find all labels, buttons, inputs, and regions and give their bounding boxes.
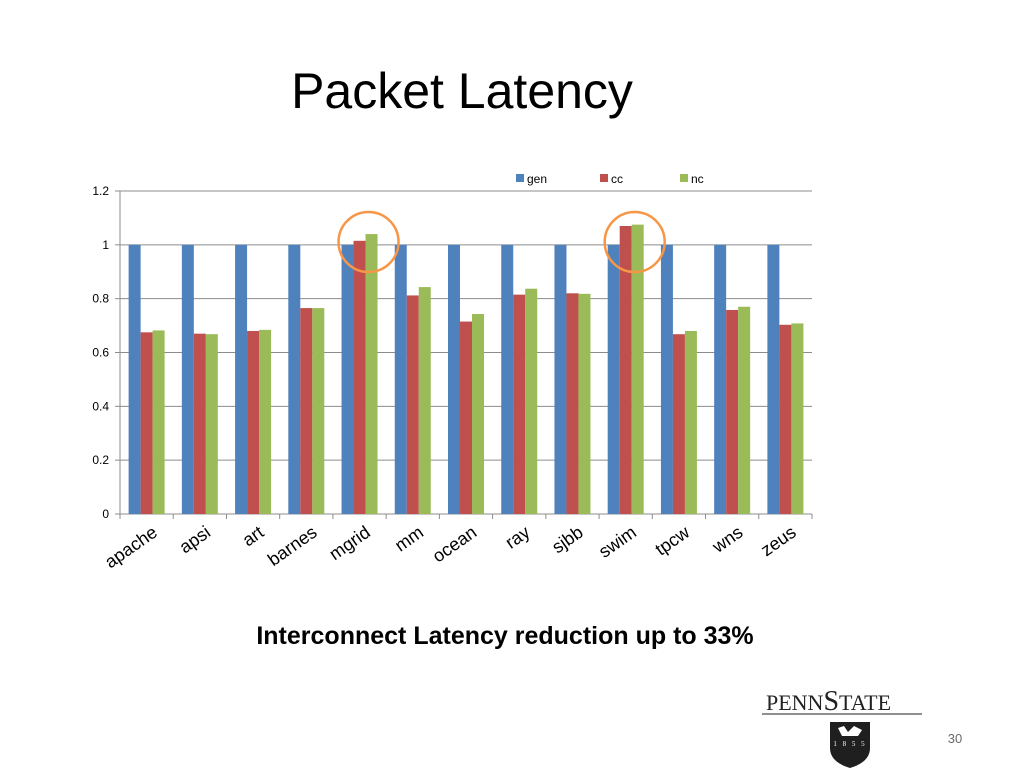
bar-nc-zeus (791, 323, 804, 514)
bar-gen-wns (714, 244, 727, 515)
bar-cc-ray (513, 294, 526, 514)
bar-cc-sjbb (566, 293, 579, 514)
y-tick-label: 1 (102, 238, 109, 252)
y-tick-label: 0.2 (92, 453, 109, 467)
bar-gen-zeus (767, 244, 780, 515)
x-tick-label-mgrid: mgrid (325, 522, 373, 564)
bar-cc-zeus (779, 324, 792, 514)
y-tick-label: 0.4 (92, 399, 109, 413)
legend-swatch-cc (600, 174, 608, 182)
bar-cc-barnes (300, 308, 313, 514)
bar-cc-swim (619, 225, 632, 514)
bar-nc-barnes (312, 308, 325, 514)
bar-gen-tpcw (660, 244, 673, 515)
legend-label-gen: gen (527, 172, 547, 186)
y-tick-label: 0.8 (92, 292, 109, 306)
legend-label-nc: nc (691, 172, 704, 186)
bar-gen-sjbb (554, 244, 567, 515)
bar-nc-swim (631, 224, 644, 515)
x-tick-label-ocean: ocean (429, 522, 481, 567)
bar-cc-art (247, 330, 260, 514)
shield-icon (830, 722, 870, 768)
bar-nc-apache (152, 330, 165, 514)
x-tick-label-art: art (239, 522, 268, 550)
bar-nc-art (259, 329, 272, 514)
x-tick-label-tpcw: tpcw (651, 521, 694, 559)
bar-nc-ray (525, 288, 538, 514)
bar-cc-wns (726, 309, 739, 514)
x-tick-label-zeus: zeus (757, 522, 800, 560)
pennstate-logo: PENNSTATE 1 8 5 5 (762, 686, 924, 768)
x-tick-label-wns: wns (708, 522, 747, 557)
x-tick-label-mm: mm (391, 522, 427, 556)
x-tick-label-barnes: barnes (264, 522, 321, 570)
highlight-circle-swim (603, 210, 666, 274)
bar-nc-mm (418, 287, 431, 514)
y-tick-label: 0.6 (92, 346, 109, 360)
bar-gen-apache (128, 244, 141, 515)
bar-cc-mm (406, 295, 419, 514)
svg-text:1 8 5 5: 1 8 5 5 (833, 740, 866, 748)
bar-gen-ocean (448, 244, 460, 515)
bar-cc-tpcw (672, 334, 685, 514)
slide-title: Packet Latency (291, 63, 633, 119)
bar-gen-ray (501, 244, 514, 515)
x-tick-label-sjbb: sjbb (548, 522, 587, 557)
page-number: 30 (947, 731, 963, 746)
bar-gen-swim (607, 244, 620, 515)
y-tick-label: 1.2 (92, 184, 109, 198)
x-tick-label-ray: ray (502, 522, 534, 553)
bar-gen-mm (394, 244, 407, 515)
bar-nc-mgrid (365, 234, 378, 515)
x-tick-label-apache: apache (101, 522, 161, 572)
svg-text:PENNSTATE: PENNSTATE (766, 688, 891, 717)
bar-nc-tpcw (684, 330, 697, 514)
bar-nc-apsi (205, 334, 218, 514)
legend-swatch-gen (516, 174, 524, 182)
bar-nc-sjbb (578, 293, 591, 514)
bar-gen-mgrid (341, 244, 354, 515)
bar-gen-apsi (181, 244, 194, 515)
bar-cc-mgrid (353, 240, 366, 514)
bar-nc-wns (738, 306, 751, 514)
bar-gen-barnes (288, 244, 301, 515)
legend-label-cc: cc (611, 172, 623, 186)
x-tick-label-swim: swim (595, 522, 640, 562)
bar-nc-ocean (472, 314, 484, 514)
bar-cc-apsi (193, 333, 206, 514)
pennstate-logo-graphic: PENNSTATE 1 8 5 5 (762, 686, 922, 768)
highlight-circle-mgrid (337, 210, 400, 274)
bar-cc-apache (140, 332, 153, 514)
bar-gen-art (235, 244, 248, 515)
bar-cc-ocean (460, 321, 472, 514)
x-tick-label-apsi: apsi (176, 522, 215, 557)
slide-subtitle: Interconnect Latency reduction up to 33% (256, 622, 754, 650)
y-tick-label: 0 (102, 507, 109, 521)
legend-swatch-nc (680, 174, 688, 182)
